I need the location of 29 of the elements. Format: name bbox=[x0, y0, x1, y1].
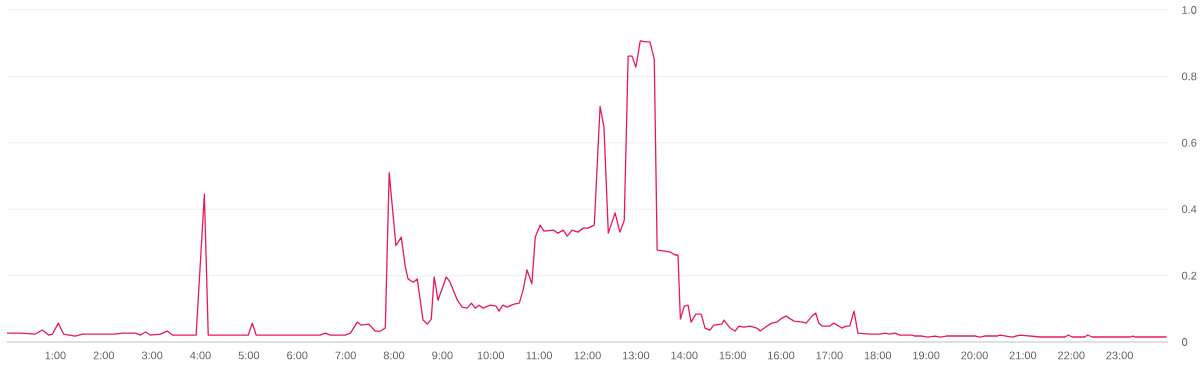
y-tick-label: 0.4 bbox=[1181, 205, 1197, 214]
x-tick-label: 3:00 bbox=[141, 351, 163, 360]
x-tick-label: 20:00 bbox=[961, 351, 988, 360]
x-tick-label: 9:00 bbox=[432, 351, 453, 360]
x-tick-label: 10:00 bbox=[477, 351, 505, 360]
x-tick-label: 23:00 bbox=[1106, 351, 1133, 360]
x-tick-label: 4:00 bbox=[190, 351, 211, 360]
x-tick-label: 18:00 bbox=[864, 351, 892, 360]
x-tick-label: 15:00 bbox=[719, 351, 746, 360]
x-tick-label: 5:00 bbox=[238, 351, 260, 360]
x-tick-label: 13:00 bbox=[622, 351, 650, 360]
x-tick-label: 19:00 bbox=[913, 351, 940, 360]
x-tick-label: 16:00 bbox=[768, 351, 795, 360]
y-tick-label: 0.8 bbox=[1181, 72, 1197, 81]
x-tick-label: 14:00 bbox=[671, 351, 698, 360]
x-tick-label: 11:00 bbox=[526, 351, 553, 360]
x-tick-label: 12:00 bbox=[574, 351, 601, 360]
y-tick-label: 0.2 bbox=[1181, 271, 1197, 280]
x-tick-label: 7:00 bbox=[335, 351, 356, 360]
x-tick-label: 1:00 bbox=[45, 351, 66, 360]
y-tick-label: 0.6 bbox=[1181, 138, 1197, 147]
x-tick-label: 8:00 bbox=[383, 351, 405, 360]
x-tick-label: 21:00 bbox=[1009, 351, 1037, 360]
x-tick-label: 2:00 bbox=[93, 351, 115, 360]
y-tick-label: 0 bbox=[1181, 338, 1188, 346]
x-tick-label: 6:00 bbox=[287, 351, 308, 360]
y-tick-label: 1.0 bbox=[1182, 6, 1197, 14]
x-tick-label: 17:00 bbox=[816, 351, 843, 360]
x-tick-label: 22:00 bbox=[1058, 351, 1085, 360]
